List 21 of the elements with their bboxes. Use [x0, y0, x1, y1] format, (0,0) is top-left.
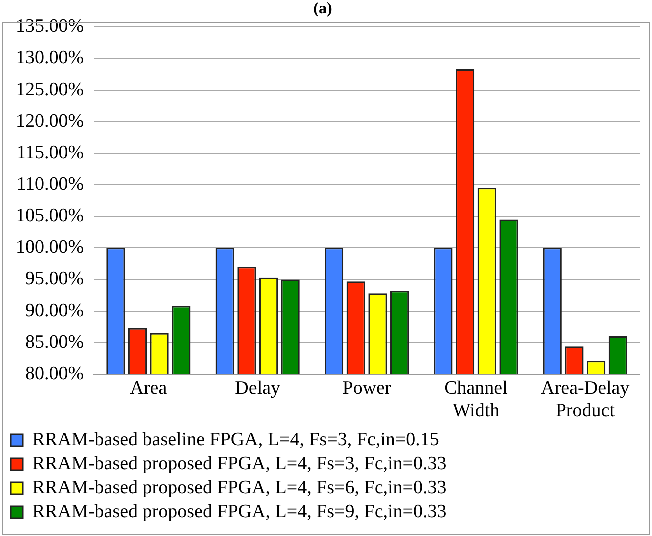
- legend-label: RRAM-based baseline FPGA, L=4, Fs=3, Fc,in=0.15: [32, 429, 440, 450]
- y-tick-label: 130.00%: [16, 48, 84, 69]
- x-tick-label: Area-Delay Product: [541, 378, 630, 422]
- legend-label: RRAM-based proposed FPGA, L=4, Fs=3, Fc,in=0.33: [32, 453, 447, 474]
- y-tick-label: 125.00%: [16, 79, 84, 100]
- y-tick-label: 100.00%: [16, 237, 84, 258]
- x-tick-label: Power: [342, 378, 392, 399]
- y-tick-label: 115.00%: [16, 142, 84, 164]
- legend-label: RRAM-based proposed FPGA, L=4, Fs=6, Fc,in=0.33: [32, 477, 447, 498]
- x-tick-label: Channel Width: [444, 378, 508, 422]
- legend-label: RRAM-based proposed FPGA, L=4, Fs=9, Fc,in=0.33: [32, 501, 447, 522]
- y-tick-label: 90.00%: [26, 300, 84, 322]
- x-tick-label: Area: [130, 378, 168, 399]
- y-tick-label: 105.00%: [16, 206, 84, 227]
- y-tick-label: 95.00%: [26, 268, 84, 290]
- x-tick-label: Delay: [235, 378, 282, 399]
- y-tick-label: 110.00%: [16, 174, 84, 196]
- chart-title: (a): [314, 0, 332, 18]
- y-tick-label: 85.00%: [26, 332, 84, 353]
- y-tick-label: 120.00%: [16, 110, 84, 132]
- y-tick-label: 80.00%: [26, 363, 84, 384]
